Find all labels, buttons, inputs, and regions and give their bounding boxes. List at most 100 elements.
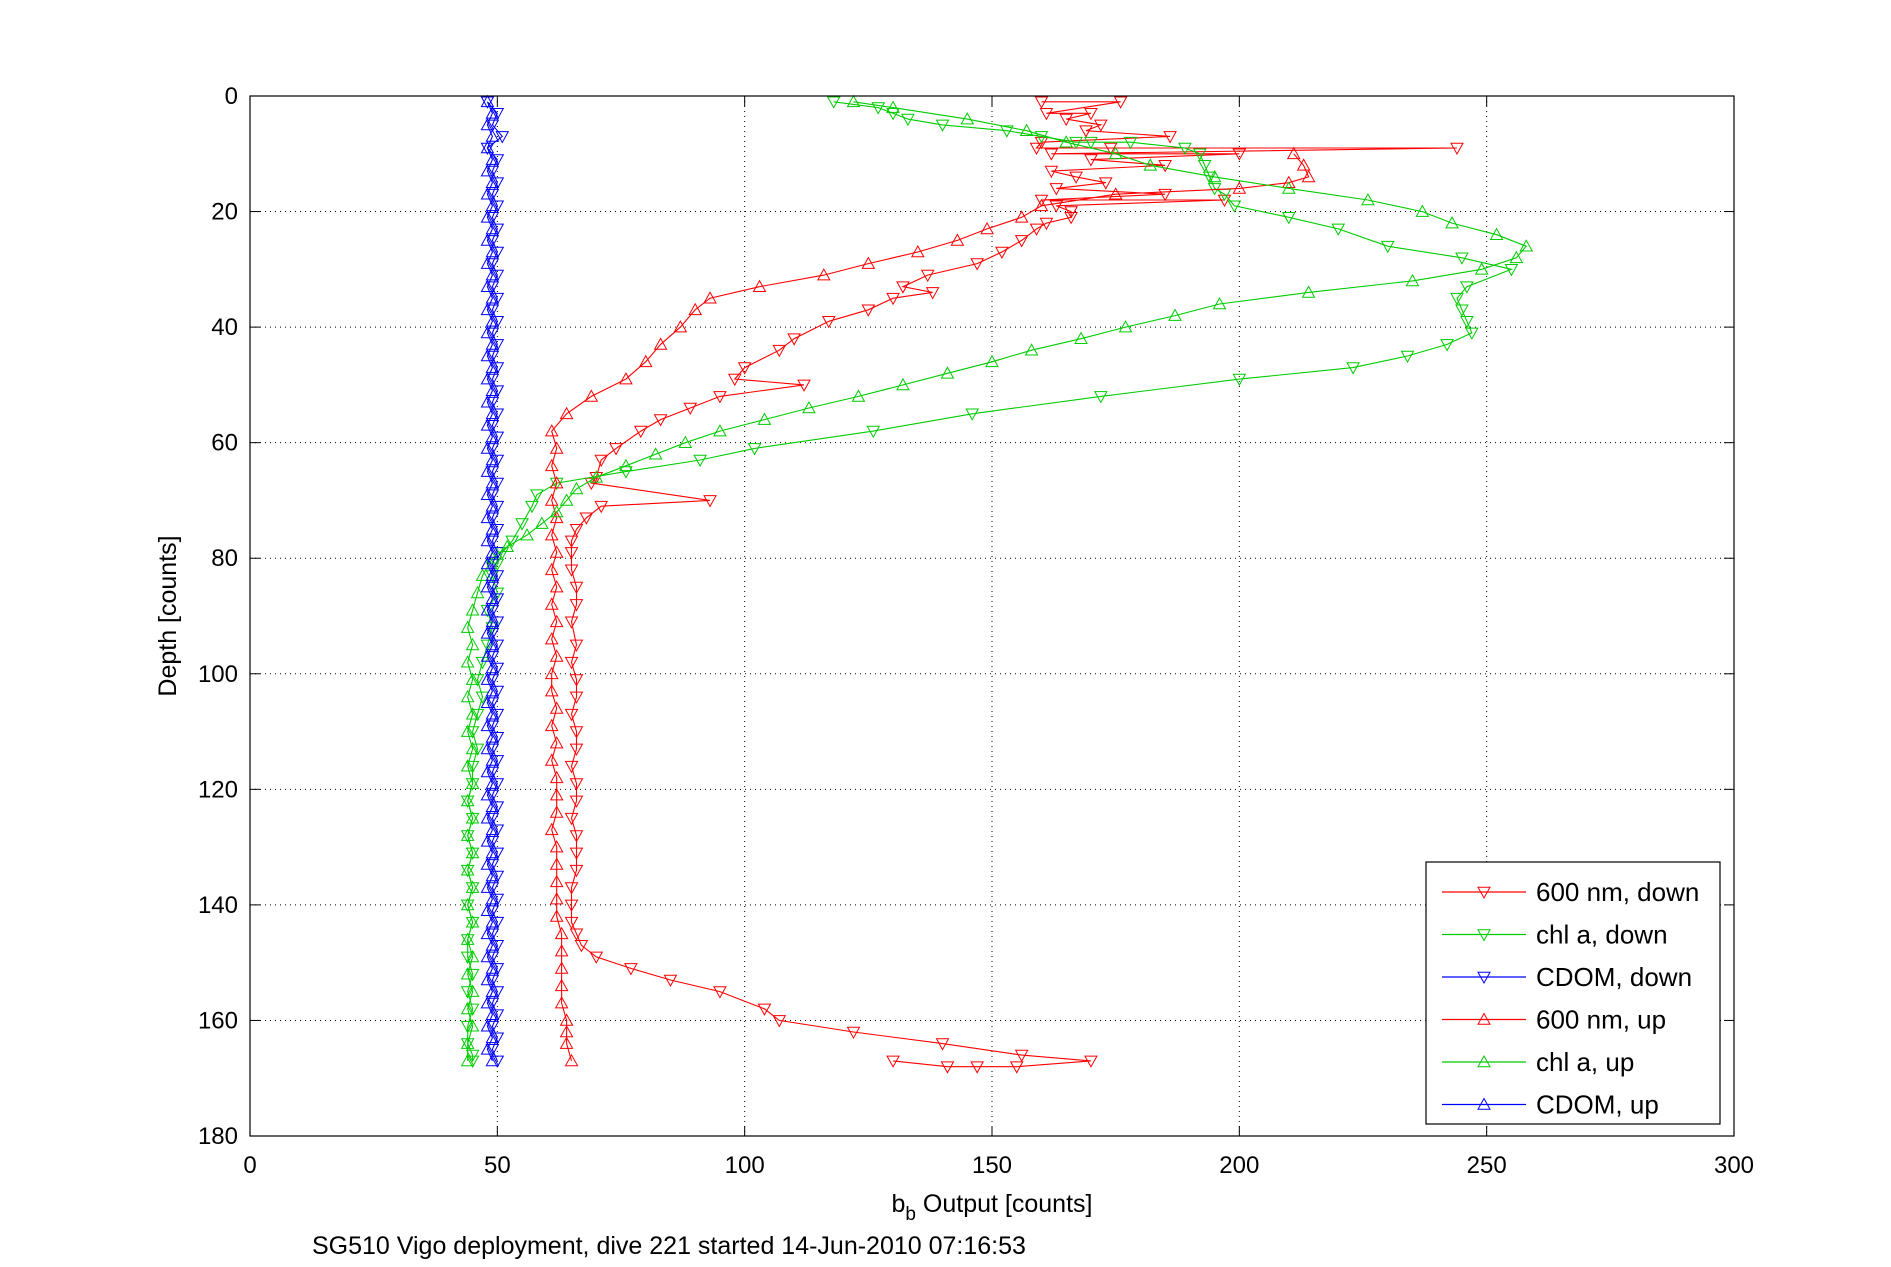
data-point-cdom-up	[480, 788, 495, 801]
data-point-600-nm-down	[594, 454, 609, 468]
data-point-cdom-up	[480, 626, 495, 639]
data-point-chl-a-down	[465, 847, 480, 860]
data-point-cdom-up	[480, 903, 495, 916]
data-point-chl-a-down	[530, 489, 544, 502]
data-point-cdom-down	[485, 743, 500, 756]
data-point-600-nm-down	[713, 391, 727, 404]
data-point-cdom-down	[490, 870, 505, 884]
data-point-600-nm-down	[1103, 142, 1118, 156]
data-point-chl-a-up	[465, 776, 480, 789]
data-point-cdom-up	[480, 279, 495, 292]
data-point-chl-a-down	[1380, 240, 1395, 254]
data-point-chl-a-down	[465, 1055, 480, 1068]
data-point-cdom-down	[480, 142, 495, 156]
data-point-cdom-down	[490, 1032, 505, 1045]
data-point-chl-a-up	[535, 516, 549, 529]
data-point-chl-a-down	[460, 899, 475, 912]
data-point-cdom-up	[485, 244, 500, 258]
data-point-cdom-down	[485, 281, 500, 294]
data-point-cdom-down	[485, 212, 500, 225]
data-point-cdom-down	[490, 223, 505, 236]
data-point-cdom-down	[490, 893, 505, 907]
data-point-cdom-down	[485, 974, 500, 988]
data-point-chl-a-down	[1232, 373, 1247, 387]
data-point-600-nm-down	[1084, 1055, 1098, 1068]
data-point-chl-a-up	[465, 707, 480, 720]
data-point-cdom-up	[480, 418, 495, 431]
data-point-600-nm-up	[549, 476, 564, 489]
data-point-cdom-up	[480, 649, 495, 662]
x-tick-label: 250	[1467, 1152, 1507, 1179]
y-tick-label: 20	[211, 199, 238, 226]
data-point-cdom-up	[480, 695, 495, 708]
data-point-cdom-up	[480, 487, 495, 500]
data-point-600-nm-down	[1044, 165, 1059, 179]
data-point-600-nm-up	[554, 978, 569, 992]
data-point-chl-a-down	[460, 1020, 475, 1034]
data-point-600-nm-down	[574, 940, 589, 953]
data-point-600-nm-down	[1034, 96, 1049, 109]
data-point-cdom-up	[480, 372, 495, 385]
data-point-cdom-down	[485, 766, 500, 780]
data-point-600-nm-down	[1232, 148, 1247, 161]
series-600-nm-down	[564, 96, 1464, 1074]
data-point-cdom-up	[485, 568, 500, 581]
data-point-600-nm-down	[589, 951, 604, 964]
data-point-chl-a-down	[1504, 264, 1519, 277]
data-point-600-nm-up	[619, 372, 633, 385]
data-point-cdom-down	[490, 177, 505, 190]
data-point-cdom-up	[480, 741, 495, 755]
legend-label: CDOM, down	[1536, 962, 1692, 992]
data-point-chl-a-down	[1460, 316, 1474, 329]
data-point-chl-a-down	[1281, 212, 1296, 225]
data-point-chl-a-up	[460, 863, 475, 876]
series-chl-a-down	[460, 96, 1519, 1068]
data-point-chl-a-up	[678, 435, 693, 448]
data-point-600-nm-up	[673, 320, 688, 333]
data-point-600-nm-up	[544, 424, 559, 437]
data-point-600-nm-up	[549, 545, 564, 558]
data-point-cdom-down	[490, 593, 505, 606]
data-point-cdom-down	[485, 443, 500, 456]
data-point-600-nm-up	[554, 944, 569, 957]
data-point-cdom-down	[490, 916, 505, 930]
data-point-chl-a-up	[569, 481, 584, 495]
data-point-cdom-up	[480, 556, 495, 570]
data-point-cdom-up	[480, 1042, 495, 1055]
data-point-chl-a-down	[480, 639, 495, 652]
data-point-cdom-up	[480, 880, 495, 893]
data-point-cdom-up	[485, 152, 500, 165]
data-point-600-nm-up	[549, 580, 564, 593]
data-point-cdom-up	[485, 129, 500, 142]
data-point-chl-a-up	[757, 412, 772, 425]
data-point-chl-a-down	[465, 726, 480, 739]
data-point-cdom-up	[485, 753, 500, 766]
data-point-cdom-down	[490, 685, 505, 699]
data-point-cdom-down	[490, 339, 505, 352]
data-point-cdom-up	[485, 868, 500, 882]
data-point-600-nm-down	[569, 524, 584, 537]
data-point-cdom-down	[485, 836, 500, 849]
data-point-600-nm-down	[564, 916, 579, 930]
legend-item-chl-a-down: chl a, down	[1442, 920, 1668, 950]
data-point-chl-a-up	[460, 1036, 475, 1049]
data-point-cdom-down	[485, 997, 500, 1011]
data-point-cdom-down	[490, 362, 505, 375]
data-point-cdom-up	[485, 961, 500, 974]
legend-swatch-marker	[1477, 971, 1491, 985]
data-point-600-nm-down	[564, 899, 579, 912]
data-point-600-nm-down	[1098, 177, 1113, 190]
data-point-chl-a-down	[470, 708, 485, 722]
data-point-chl-a-up	[1024, 343, 1039, 356]
data-point-cdom-up	[485, 499, 500, 512]
y-tick-label: 160	[198, 1007, 238, 1034]
x-tick-label: 300	[1714, 1152, 1754, 1179]
data-point-600-nm-down	[564, 812, 579, 826]
data-point-cdom-up	[485, 545, 500, 558]
data-point-cdom-down	[495, 131, 510, 144]
grid-layer	[250, 96, 1734, 1136]
data-point-cdom-up	[485, 383, 500, 396]
data-point-cdom-down	[490, 824, 505, 837]
data-point-chl-a-down	[1464, 327, 1479, 340]
